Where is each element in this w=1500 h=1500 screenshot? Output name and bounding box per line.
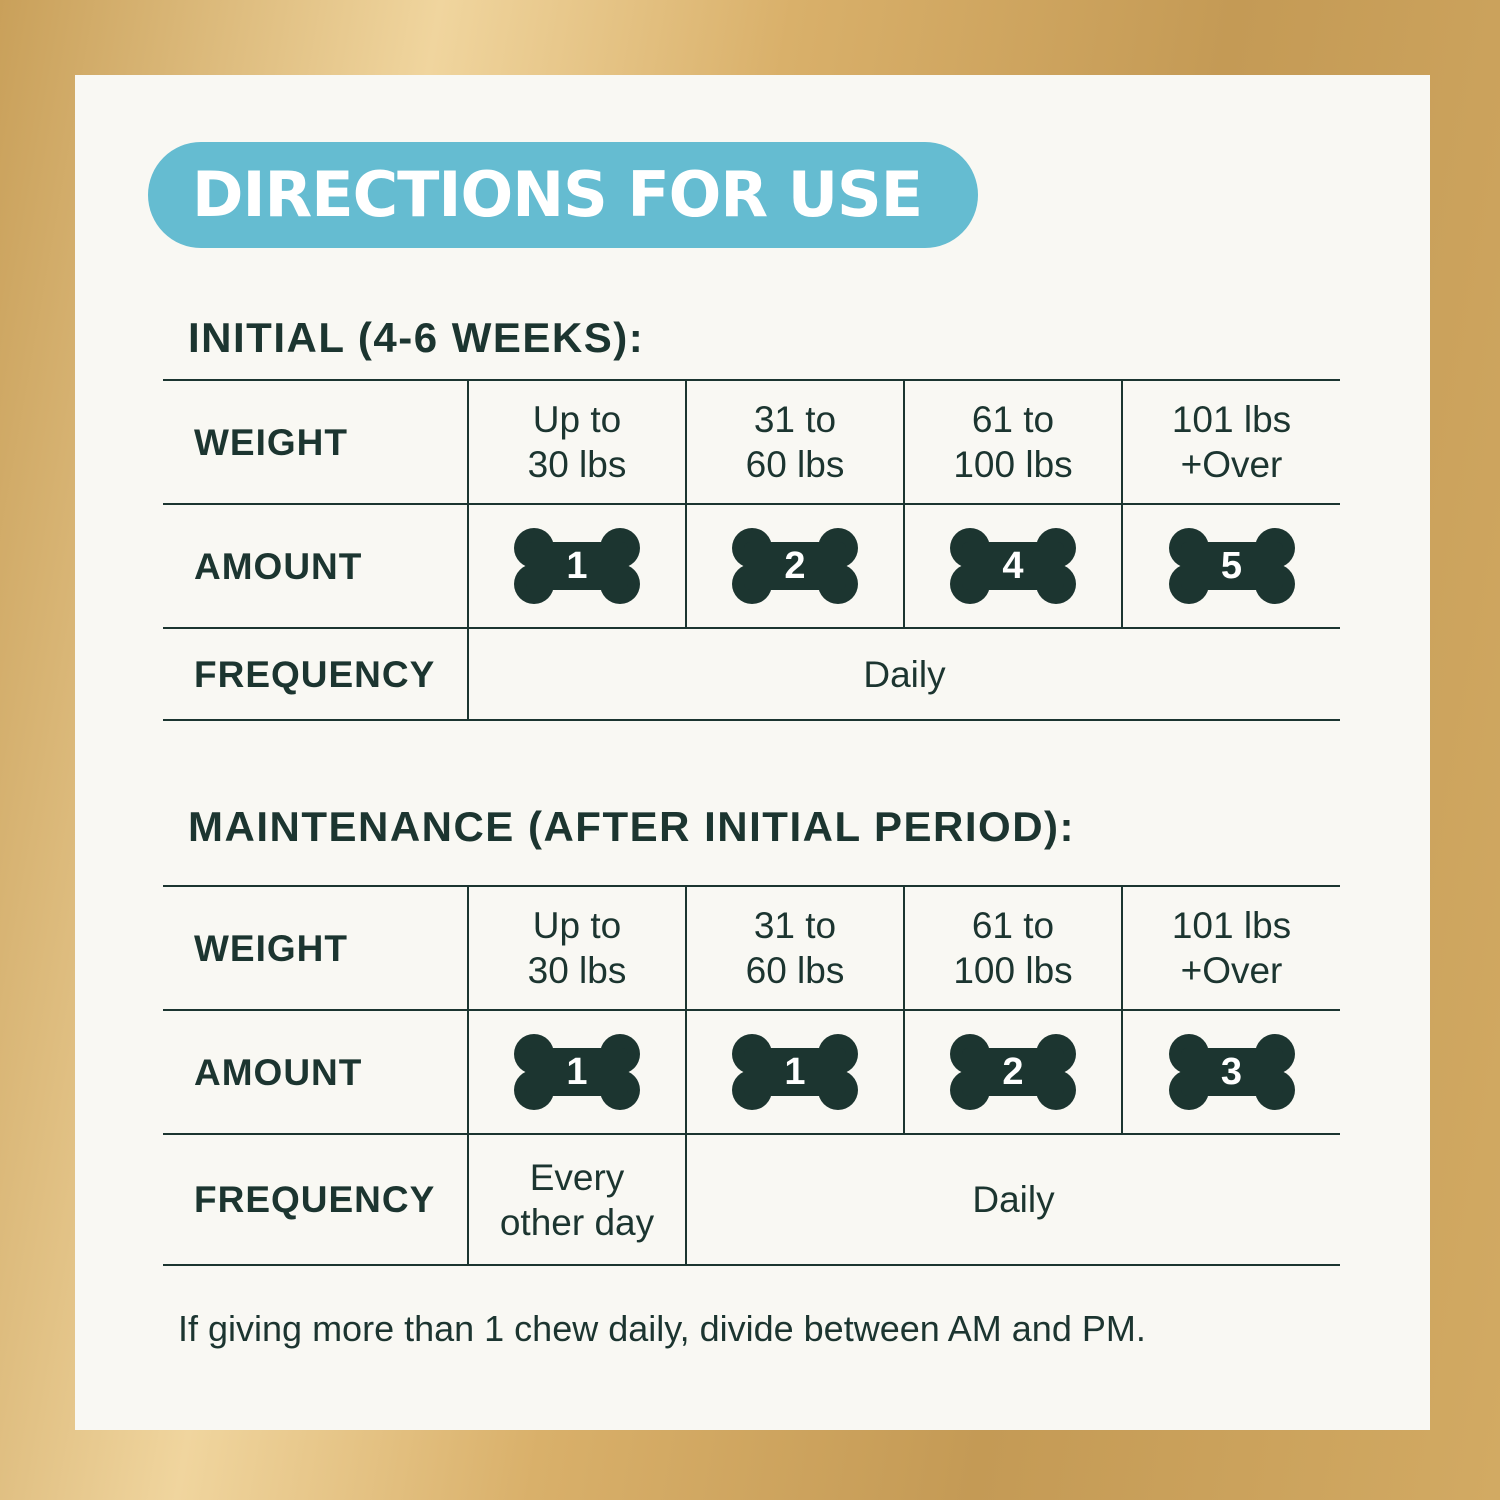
- frequency-row: FREQUENCY Daily: [163, 629, 1340, 721]
- weight-line: 30 lbs: [527, 444, 627, 485]
- amount-cell: 1: [467, 505, 685, 627]
- frequency-row: FREQUENCY Every other day Daily: [163, 1135, 1340, 1266]
- weight-line: 61 to: [971, 905, 1055, 946]
- amount-cell: 5: [1121, 505, 1340, 627]
- frequency-line: Every: [529, 1156, 625, 1198]
- amount-value: 1: [784, 1051, 806, 1093]
- weight-label: WEIGHT: [194, 421, 348, 463]
- amount-row: AMOUNT 1 1 2 3: [163, 1011, 1340, 1135]
- weight-cell: Up to 30 lbs: [467, 887, 685, 1009]
- amount-value: 1: [566, 1051, 588, 1093]
- frequency-label: FREQUENCY: [194, 1179, 436, 1220]
- weight-row: WEIGHT Up to 30 lbs 31 to 60 lbs 61 to 100 …: [163, 381, 1340, 505]
- bone-icon: 3: [1167, 1034, 1297, 1110]
- weight-row: WEIGHT Up to 30 lbs 31 to 60 lbs 61 to 100 …: [163, 887, 1340, 1011]
- bone-icon: 2: [730, 528, 860, 604]
- amount-cell: 4: [903, 505, 1121, 627]
- weight-line: +Over: [1180, 444, 1283, 485]
- frequency-value: Daily: [685, 1135, 1340, 1264]
- weight-line: 100 lbs: [953, 444, 1073, 485]
- bone-icon: 1: [730, 1034, 860, 1110]
- maintenance-heading: MAINTENANCE (AFTER INITIAL PERIOD):: [188, 803, 1076, 850]
- bone-icon: 2: [948, 1034, 1078, 1110]
- frequency-cell: Every other day: [467, 1135, 685, 1264]
- amount-cell: 2: [903, 1011, 1121, 1133]
- weight-cell: Up to 30 lbs: [467, 381, 685, 503]
- initial-heading: INITIAL (4-6 WEEKS):: [188, 314, 645, 361]
- amount-value: 2: [1002, 1051, 1024, 1093]
- weight-line: Up to: [532, 905, 622, 946]
- title-banner: DIRECTIONS FOR USE: [148, 142, 978, 248]
- weight-cell: 61 to 100 lbs: [903, 381, 1121, 503]
- bone-icon: 1: [512, 1034, 642, 1110]
- weight-line: 100 lbs: [953, 950, 1073, 991]
- weight-line: 60 lbs: [745, 444, 845, 485]
- weight-line: 60 lbs: [745, 950, 845, 991]
- weight-cell: 31 to 60 lbs: [685, 887, 903, 1009]
- weight-line: 31 to: [753, 399, 837, 440]
- amount-value: 5: [1220, 545, 1243, 587]
- content-panel: [75, 75, 1430, 1430]
- bone-icon: 4: [948, 528, 1078, 604]
- weight-cell: 31 to 60 lbs: [685, 381, 903, 503]
- weight-cell: 101 lbs +Over: [1121, 381, 1340, 503]
- weight-label: WEIGHT: [194, 927, 348, 969]
- bone-icon: 1: [512, 528, 642, 604]
- maintenance-table: WEIGHT Up to 30 lbs 31 to 60 lbs 61 to 100 …: [163, 885, 1340, 1266]
- footer-note: If giving more than 1 chew daily, divide…: [178, 1308, 1146, 1349]
- frequency-value: Daily: [467, 629, 1340, 719]
- amount-row: AMOUNT 1 2 4 5: [163, 505, 1340, 629]
- weight-line: 101 lbs: [1171, 905, 1292, 946]
- amount-cell: 2: [685, 505, 903, 627]
- weight-line: 101 lbs: [1171, 399, 1292, 440]
- amount-value: 1: [566, 545, 588, 587]
- weight-line: 30 lbs: [527, 950, 627, 991]
- amount-label: AMOUNT: [194, 1051, 363, 1093]
- amount-value: 4: [1002, 545, 1024, 587]
- weight-line: 31 to: [753, 905, 837, 946]
- amount-label: AMOUNT: [194, 545, 363, 587]
- weight-cell: 61 to 100 lbs: [903, 887, 1121, 1009]
- weight-line: Up to: [532, 399, 622, 440]
- weight-line: +Over: [1180, 950, 1283, 991]
- amount-value: 2: [784, 545, 806, 587]
- weight-line: 61 to: [971, 399, 1055, 440]
- frequency-label: FREQUENCY: [194, 653, 436, 695]
- amount-cell: 3: [1121, 1011, 1340, 1133]
- amount-cell: 1: [685, 1011, 903, 1133]
- initial-table: WEIGHT Up to 30 lbs 31 to 60 lbs 61 to 100 …: [163, 379, 1340, 721]
- bone-icon: 5: [1167, 528, 1297, 604]
- frequency-line: other day: [499, 1201, 655, 1243]
- amount-cell: 1: [467, 1011, 685, 1133]
- weight-cell: 101 lbs +Over: [1121, 887, 1340, 1009]
- amount-value: 3: [1220, 1051, 1243, 1093]
